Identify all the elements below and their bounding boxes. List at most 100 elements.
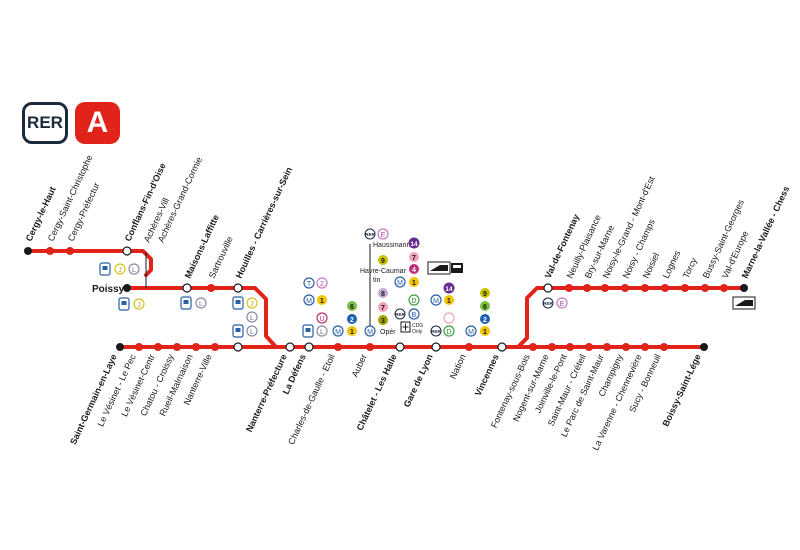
metro-8-badge xyxy=(378,288,388,298)
metro-1-badge xyxy=(347,326,357,336)
station-dot-chatou[interactable] xyxy=(173,343,181,351)
connections-poissy: J xyxy=(118,297,145,311)
station-dot-val-de-fontenay[interactable] xyxy=(543,283,553,293)
label-opera: Opér xyxy=(380,329,396,336)
station-dot-noisy-champs[interactable] xyxy=(621,284,629,292)
station-dot-chatelet[interactable] xyxy=(395,342,405,352)
station-dot-nogent[interactable] xyxy=(548,343,556,351)
line-b-label: B xyxy=(412,312,417,319)
metro-6-badge xyxy=(347,301,357,311)
metro-6-badge xyxy=(480,301,490,311)
connections-charles-de-gaulle: 6 2 M 1 xyxy=(332,301,357,337)
tgv-train-icon-body xyxy=(430,265,448,271)
station-dot-bry[interactable] xyxy=(583,284,591,292)
metro-7-label: 7 xyxy=(381,305,385,312)
station-dot-la-defense[interactable] xyxy=(304,342,314,352)
station-dot-saint-maur-creteil[interactable] xyxy=(585,343,593,351)
station-dot-noisy-mont-est[interactable] xyxy=(601,284,609,292)
metro-6-label: 6 xyxy=(350,304,354,311)
station-dot-lognes[interactable] xyxy=(661,284,669,292)
line-b-badge xyxy=(408,308,420,320)
station-dot-cergy-saint-christophe[interactable] xyxy=(46,247,54,255)
metro-2-badge xyxy=(347,314,357,324)
connections-maisons-laffitte: L xyxy=(180,296,207,310)
station-dot-le-vesinet-centre[interactable] xyxy=(154,343,162,351)
station-dot-sucy[interactable] xyxy=(660,343,668,351)
station-dot-cergy-le-haut[interactable] xyxy=(24,247,32,255)
station-dot-champigny[interactable] xyxy=(622,343,630,351)
station-dot-joinville[interactable] xyxy=(566,343,574,351)
rer-label: RER xyxy=(395,312,405,317)
metro-2-badge xyxy=(480,314,490,324)
metro-1-badge xyxy=(409,277,419,287)
station-dot-maisons-laffitte[interactable] xyxy=(182,283,192,293)
train-icon-window xyxy=(305,328,311,332)
train-icon-window xyxy=(102,266,108,270)
station-dot-val-europe[interactable] xyxy=(720,284,728,292)
line-l-badge xyxy=(246,325,258,337)
station-dot-charles-de-gaulle[interactable] xyxy=(334,343,342,351)
line-j-badge xyxy=(133,298,145,310)
station-dot-saint-germain[interactable] xyxy=(116,343,124,351)
metro-label: M xyxy=(397,280,403,287)
line-d-label: D xyxy=(446,329,451,336)
station-dot-la-varenne[interactable] xyxy=(641,343,649,351)
line-l-label: L xyxy=(199,301,203,308)
station-dot-marne-la-vallee[interactable] xyxy=(740,284,748,292)
label-vincennes: Vincennes xyxy=(473,353,501,398)
metro-badge xyxy=(303,294,315,306)
metro-9-label: 9 xyxy=(483,291,487,298)
rer-label: RER xyxy=(365,232,375,237)
rer-badge xyxy=(364,228,376,240)
label-houilles: Houilles - Carrières-sur-Sein xyxy=(234,165,294,279)
line-e-label: E xyxy=(381,232,386,239)
station-dot-bussy[interactable] xyxy=(701,284,709,292)
station-dot-le-vesinet-le-pec[interactable] xyxy=(135,343,143,351)
connections-val-de-fontenay: RER E xyxy=(542,297,568,309)
station-dot-neuilly-plaisance[interactable] xyxy=(565,284,573,292)
metro-badge xyxy=(394,276,406,288)
station-dot-nanterre-ville[interactable] xyxy=(211,343,219,351)
line-j-label: J xyxy=(250,301,254,308)
station-dot-nanterre-universite[interactable] xyxy=(233,342,243,352)
station-dot-gare-de-lyon[interactable] xyxy=(431,342,441,352)
line-l-badge xyxy=(246,311,258,323)
station-dot-noisiel[interactable] xyxy=(641,284,649,292)
station-dot-houilles[interactable] xyxy=(233,283,243,293)
metro-badge xyxy=(465,325,477,337)
station-dot-cergy-prefecture[interactable] xyxy=(66,247,74,255)
station-dot-fontenay[interactable] xyxy=(529,343,537,351)
metro-14-label: 14 xyxy=(410,241,418,248)
station-dot-le-parc-saint-maur[interactable] xyxy=(603,343,611,351)
station-dot-conflans[interactable] xyxy=(122,246,132,256)
metro-badge xyxy=(332,325,344,337)
metro-4-label: 4 xyxy=(412,267,416,274)
metro-7-badge xyxy=(409,252,419,262)
station-dot-auber[interactable] xyxy=(366,343,374,351)
line-d-label: D xyxy=(411,298,416,305)
station-dot-vincennes[interactable] xyxy=(497,342,507,352)
station-dot-nation[interactable] xyxy=(465,343,473,351)
station-dot-nanterre-prefecture[interactable] xyxy=(285,342,295,352)
station-dot-rueil[interactable] xyxy=(192,343,200,351)
metro-1-badge xyxy=(444,295,454,305)
line-e-badge xyxy=(556,297,568,309)
label-marne-la-vallee: Marne-la-Vallée - Chess xyxy=(740,184,792,279)
line-e-label: E xyxy=(560,301,565,308)
station-dot-sartrouville[interactable] xyxy=(207,284,215,292)
metro-14-badge xyxy=(443,282,455,294)
metro-7-badge xyxy=(378,302,388,312)
rer-badge xyxy=(430,325,442,337)
metro-3-label: 3 xyxy=(381,318,385,325)
line-l-label: L xyxy=(132,267,136,274)
label-auber: Auber xyxy=(350,353,369,379)
station-dots xyxy=(24,246,748,352)
connections-nation: 9 6 2 M 1 xyxy=(465,288,490,337)
metro-3-badge xyxy=(378,315,388,325)
line-e-badge xyxy=(377,228,389,240)
rer-badge xyxy=(394,308,406,320)
station-dot-torcy[interactable] xyxy=(681,284,689,292)
track-cergy-branch xyxy=(26,249,153,277)
station-dot-boissy[interactable] xyxy=(700,343,708,351)
station-dot-poissy[interactable] xyxy=(123,284,131,292)
